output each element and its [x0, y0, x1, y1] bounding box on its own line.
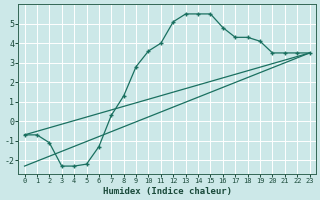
X-axis label: Humidex (Indice chaleur): Humidex (Indice chaleur): [103, 187, 232, 196]
